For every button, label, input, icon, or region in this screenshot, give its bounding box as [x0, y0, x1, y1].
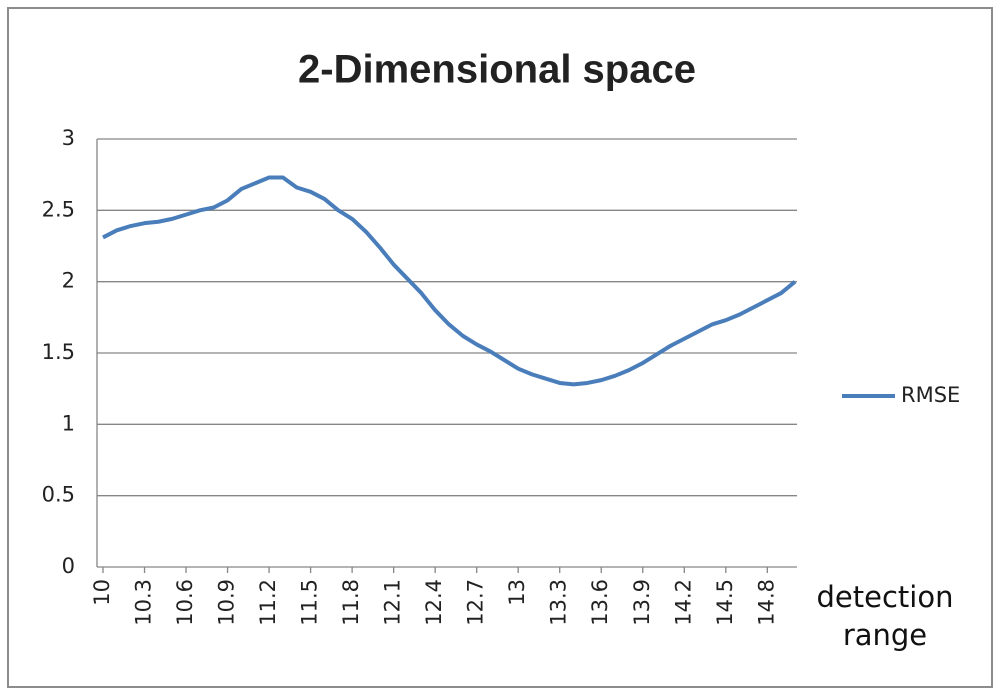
- x-tick-label: 13.6: [588, 579, 612, 626]
- chart-title: 2-Dimensional space: [298, 48, 696, 92]
- y-tick-label: 2: [62, 269, 75, 293]
- x-axis-title: detection range: [816, 580, 954, 652]
- x-tick-label: 10: [90, 579, 114, 606]
- x-tick-label: 10.6: [173, 579, 197, 626]
- y-tick-label: 1: [62, 411, 75, 435]
- legend-label: RMSE: [901, 383, 960, 407]
- frame: [7, 7, 993, 688]
- x-tick-label: 10.3: [132, 579, 156, 626]
- x-tick-label: 11.5: [298, 579, 322, 626]
- y-tick-label: 1.5: [42, 340, 75, 364]
- x-tick-label: 14.5: [713, 579, 737, 626]
- x-tick-label: 10.9: [215, 579, 239, 626]
- data-line: [102, 175, 797, 387]
- y-tick-label: 0: [62, 554, 75, 578]
- x-tick-label: 12.1: [381, 579, 405, 626]
- x-tick-label: 12.7: [464, 579, 488, 626]
- x-tick-label: 13: [505, 579, 529, 606]
- y-tick-label: 3: [62, 126, 75, 150]
- x-tick-label: 11.2: [256, 579, 280, 626]
- x-tick-label: 13.9: [630, 579, 654, 626]
- x-tick-label: 11.8: [339, 579, 363, 626]
- x-tick-label: 14.8: [754, 579, 778, 626]
- x-tick-label: 12.4: [422, 579, 446, 626]
- y-tick-label: 2.5: [42, 197, 75, 221]
- x-tick-label: 14.2: [671, 579, 695, 626]
- x-tick-label: 13.3: [547, 579, 571, 626]
- y-tick-label: 0.5: [42, 483, 75, 507]
